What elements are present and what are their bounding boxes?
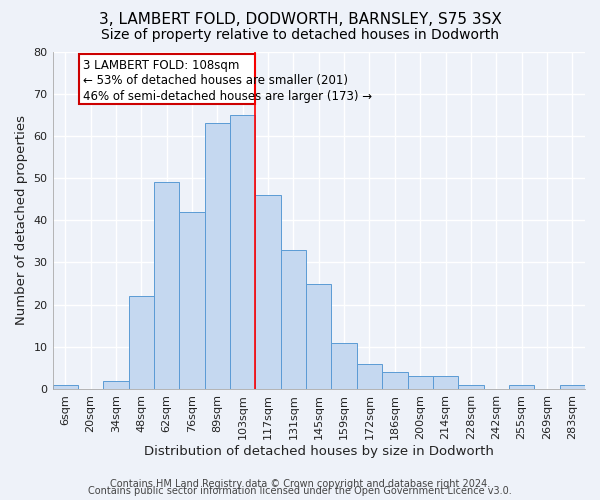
Bar xyxy=(357,364,382,389)
Bar xyxy=(306,284,331,389)
Text: 3, LAMBERT FOLD, DODWORTH, BARNSLEY, S75 3SX: 3, LAMBERT FOLD, DODWORTH, BARNSLEY, S75… xyxy=(98,12,502,28)
X-axis label: Distribution of detached houses by size in Dodworth: Distribution of detached houses by size … xyxy=(144,444,494,458)
Text: Contains public sector information licensed under the Open Government Licence v3: Contains public sector information licen… xyxy=(88,486,512,496)
Bar xyxy=(458,384,484,389)
Bar xyxy=(433,376,458,389)
Bar xyxy=(509,384,534,389)
Bar xyxy=(407,376,433,389)
Bar xyxy=(154,182,179,389)
Text: Size of property relative to detached houses in Dodworth: Size of property relative to detached ho… xyxy=(101,28,499,42)
Bar xyxy=(79,54,256,104)
Bar xyxy=(179,212,205,389)
Bar xyxy=(53,384,78,389)
Bar xyxy=(331,342,357,389)
Bar xyxy=(382,372,407,389)
Text: 46% of semi-detached houses are larger (173) →: 46% of semi-detached houses are larger (… xyxy=(83,90,372,104)
Bar xyxy=(230,115,256,389)
Text: 3 LAMBERT FOLD: 108sqm: 3 LAMBERT FOLD: 108sqm xyxy=(83,58,239,71)
Text: ← 53% of detached houses are smaller (201): ← 53% of detached houses are smaller (20… xyxy=(83,74,348,88)
Bar xyxy=(560,384,585,389)
Y-axis label: Number of detached properties: Number of detached properties xyxy=(15,115,28,325)
Bar xyxy=(256,195,281,389)
Bar xyxy=(128,296,154,389)
Bar xyxy=(281,250,306,389)
Bar xyxy=(103,380,128,389)
Bar xyxy=(205,123,230,389)
Text: Contains HM Land Registry data © Crown copyright and database right 2024.: Contains HM Land Registry data © Crown c… xyxy=(110,479,490,489)
